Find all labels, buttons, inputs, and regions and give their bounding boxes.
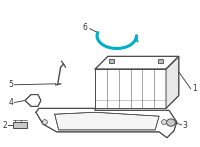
Bar xyxy=(13,122,27,128)
Text: 4: 4 xyxy=(8,98,13,107)
Polygon shape xyxy=(95,56,179,69)
Bar xyxy=(95,69,166,108)
FancyBboxPatch shape xyxy=(109,59,114,63)
FancyBboxPatch shape xyxy=(158,59,163,63)
Ellipse shape xyxy=(166,119,175,126)
Circle shape xyxy=(162,120,166,125)
Polygon shape xyxy=(166,56,179,108)
Circle shape xyxy=(42,120,47,125)
Polygon shape xyxy=(36,108,177,138)
Text: 2: 2 xyxy=(3,121,7,130)
Text: 1: 1 xyxy=(193,84,197,93)
Text: 6: 6 xyxy=(83,23,88,32)
Polygon shape xyxy=(55,112,159,130)
Polygon shape xyxy=(25,95,41,106)
Text: 3: 3 xyxy=(183,121,188,131)
Text: 5: 5 xyxy=(8,80,13,89)
